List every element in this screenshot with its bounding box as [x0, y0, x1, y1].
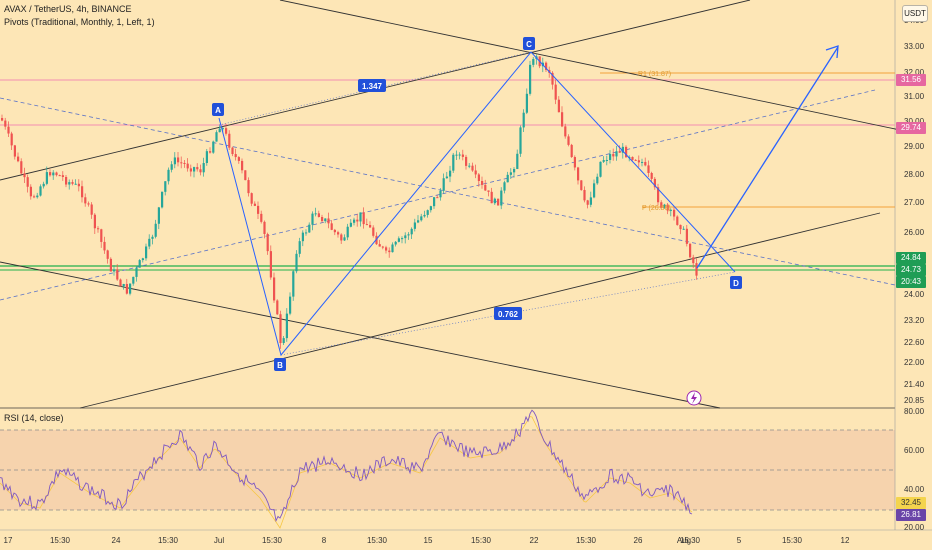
- rsi-axis[interactable]: 80.00 60.00 40.00 20.00: [904, 407, 925, 532]
- candlesticks: [1, 54, 698, 349]
- time-tick: 15:30: [158, 536, 179, 545]
- price-tick: 27.00: [904, 198, 925, 207]
- time-tick: 15:30: [576, 536, 597, 545]
- time-tick: 8: [322, 536, 327, 545]
- svg-text:1.347: 1.347: [362, 82, 383, 91]
- price-tick: 24.00: [904, 290, 925, 299]
- pivot-indicator-title[interactable]: Pivots (Traditional, Monthly, 1, Left, 1…: [4, 17, 155, 27]
- dashed-mid-line-1: [0, 97, 896, 286]
- time-tick: 26: [634, 536, 643, 545]
- price-tick: 32.00: [904, 68, 925, 77]
- ratio-label-bd[interactable]: 0.762: [494, 307, 522, 320]
- time-tick: 5: [737, 536, 742, 545]
- rsi-tick: 40.00: [904, 485, 925, 494]
- price-tick: 31.00: [904, 92, 925, 101]
- time-tick: 15:30: [471, 536, 492, 545]
- harmonic-pattern-path[interactable]: [218, 51, 736, 357]
- price-tick: 29.00: [904, 142, 925, 151]
- time-tick: 24: [112, 536, 121, 545]
- price-label-24-84: 24.84: [896, 252, 926, 264]
- time-tick: 15:30: [50, 536, 71, 545]
- symbol-title[interactable]: AVAX / TetherUS, 4h, BINANCE: [4, 4, 132, 14]
- rsi-tick: 20.00: [904, 523, 925, 532]
- descending-resistance[interactable]: [279, 0, 901, 131]
- price-tick: 33.00: [904, 42, 925, 51]
- rsi-value-label: 26.81: [896, 509, 926, 521]
- price-tick: 28.00: [904, 170, 925, 179]
- price-tick: 21.40: [904, 380, 925, 389]
- time-tick: Aug: [677, 536, 691, 545]
- time-axis[interactable]: 17 15:30 24 15:30 Jul 15:30 8 15:30 15 15:30 22 15:…: [4, 536, 850, 545]
- price-tick: 23.20: [904, 316, 925, 325]
- pattern-point-c[interactable]: C: [523, 37, 535, 50]
- projection-arrow-head: [825, 45, 839, 59]
- time-tick: 15:30: [680, 536, 701, 545]
- pattern-point-b[interactable]: B: [274, 358, 286, 371]
- time-tick: 15:30: [367, 536, 388, 545]
- candle-countdown: 20:43: [896, 276, 926, 288]
- descending-support[interactable]: [0, 261, 721, 409]
- svg-text:B: B: [277, 361, 283, 370]
- time-tick: 17: [4, 536, 13, 545]
- rsi-indicator-title[interactable]: RSI (14, close): [4, 413, 64, 423]
- pivot-p-label: P (26.86): [642, 205, 671, 212]
- projection-arrow[interactable]: [696, 46, 839, 269]
- channel-lower-line[interactable]: [79, 212, 881, 409]
- rsi-ma-label: 32.45: [896, 497, 926, 509]
- ratio-label-ac[interactable]: 1.347: [358, 79, 386, 92]
- svg-text:C: C: [526, 40, 532, 49]
- rsi-lines: [0, 409, 693, 529]
- pattern-point-d[interactable]: D: [730, 276, 742, 289]
- price-tick: 20.85: [904, 396, 925, 405]
- price-tick: 22.60: [904, 338, 925, 347]
- svg-text:0.762: 0.762: [498, 310, 519, 319]
- ratio-line-ac: [218, 51, 532, 126]
- time-tick: 15: [424, 536, 433, 545]
- time-tick: 15:30: [262, 536, 283, 545]
- time-tick: 15:30: [782, 536, 803, 545]
- price-tick: 22.00: [904, 358, 925, 367]
- rsi-tick: 60.00: [904, 446, 925, 455]
- ratio-line-bd: [280, 271, 736, 356]
- price-tick: 30.00: [904, 117, 925, 126]
- time-tick: 22: [530, 536, 539, 545]
- pattern-point-a[interactable]: A: [212, 103, 224, 116]
- price-label-29-74: 29.74: [896, 122, 926, 134]
- price-tick: 26.00: [904, 228, 925, 237]
- time-tick: 12: [841, 536, 850, 545]
- time-tick: Jul: [214, 536, 224, 545]
- price-label-current: 24.73: [896, 264, 926, 276]
- price-label-31-56: 31.56: [896, 74, 926, 86]
- svg-text:D: D: [733, 279, 739, 288]
- lightning-icon[interactable]: [686, 390, 702, 406]
- pivot-r1-label: R1 (31.87): [638, 71, 671, 78]
- currency-button[interactable]: USDT: [902, 5, 928, 22]
- rsi-tick: 80.00: [904, 407, 925, 416]
- svg-text:A: A: [215, 106, 221, 115]
- dashed-mid-line-2: [0, 89, 876, 301]
